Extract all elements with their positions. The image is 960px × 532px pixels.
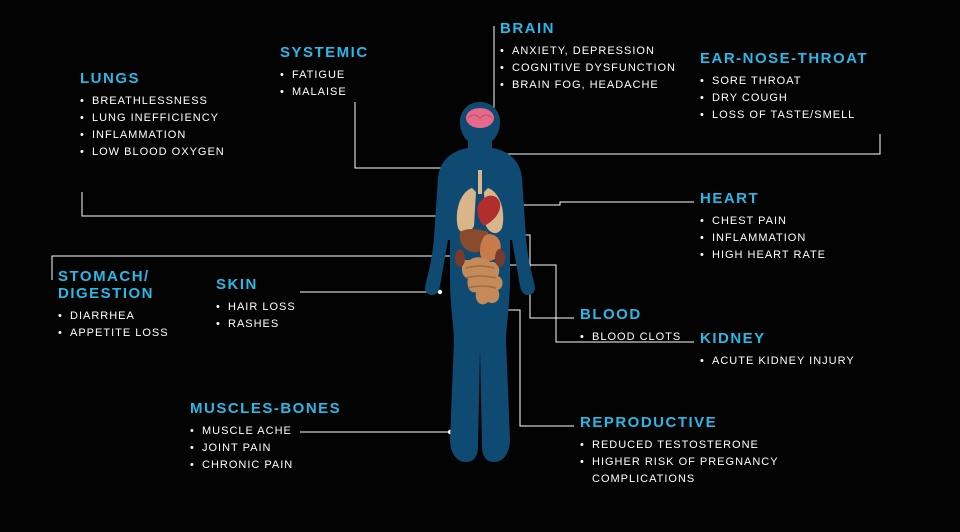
block-item: Reduced Testosterone <box>580 437 840 454</box>
block-item: Appetite Loss <box>58 325 178 342</box>
block-title: HEART <box>700 190 880 207</box>
block-item: Brain Fog, Headache <box>500 77 710 94</box>
block-item: High Heart Rate <box>700 247 880 264</box>
block-title: SKIN <box>216 276 336 293</box>
block-systemic: SYSTEMIC FatigueMalaise <box>280 44 430 101</box>
block-item: Chronic Pain <box>190 457 380 474</box>
infographic-stage: LUNGSBreathlessnessLung InefficiencyInfl… <box>0 0 960 532</box>
block-title: KIDNEY <box>700 330 880 347</box>
human-figure <box>400 100 560 470</box>
block-title: EAR-NOSE-THROAT <box>700 50 910 67</box>
block-heart: HEART Chest PainInflammationHigh Heart Ra… <box>700 190 880 264</box>
block-item: Dry Cough <box>700 90 910 107</box>
block-item: Joint Pain <box>190 440 380 457</box>
block-item: Breathlessness <box>80 93 250 110</box>
block-items: Sore ThroatDry CoughLoss of Taste/Smell <box>700 73 910 124</box>
block-muscles: MUSCLES-BONES Muscle AcheJoint PainChroni… <box>190 400 380 474</box>
block-title: MUSCLES-BONES <box>190 400 380 417</box>
block-item: Muscle Ache <box>190 423 380 440</box>
block-items: Muscle AcheJoint PainChronic Pain <box>190 423 380 474</box>
block-items: Chest PainInflammationHigh Heart Rate <box>700 213 880 264</box>
block-title: SYSTEMIC <box>280 44 430 61</box>
block-title: REPRODUCTIVE <box>580 414 840 431</box>
block-items: Reduced TestosteroneHigher Risk Of Pregn… <box>580 437 840 488</box>
block-ent: EAR-NOSE-THROAT Sore ThroatDry CoughLoss … <box>700 50 910 124</box>
block-items: DiarrheaAppetite Loss <box>58 308 178 342</box>
block-item: Lung Inefficiency <box>80 110 250 127</box>
block-lungs: LUNGS BreathlessnessLung InefficiencyInfl… <box>80 70 250 161</box>
block-title: BRAIN <box>500 20 710 37</box>
block-items: BreathlessnessLung InefficiencyInflammat… <box>80 93 250 161</box>
block-reproductive: REPRODUCTIVE Reduced TestosteroneHigher R… <box>580 414 840 488</box>
block-skin: SKIN Hair LossRashes <box>216 276 336 333</box>
block-kidney: KIDNEY Acute Kidney Injury <box>700 330 880 370</box>
block-item: Blood Clots <box>580 329 710 346</box>
block-item: Cognitive Dysfunction <box>500 60 710 77</box>
block-stomach: STOMACH/ DIGESTION DiarrheaAppetite Loss <box>58 268 178 342</box>
block-item: Chest Pain <box>700 213 880 230</box>
block-title: LUNGS <box>80 70 250 87</box>
block-item: Hair Loss <box>216 299 336 316</box>
block-item: Low Blood Oxygen <box>80 144 250 161</box>
block-item: Fatigue <box>280 67 430 84</box>
block-item: Sore Throat <box>700 73 910 90</box>
block-items: Blood Clots <box>580 329 710 346</box>
block-items: Hair LossRashes <box>216 299 336 333</box>
block-item: Anxiety, Depression <box>500 43 710 60</box>
block-brain: BRAIN Anxiety, DepressionCognitive Dysfun… <box>500 20 710 94</box>
block-item: Acute Kidney Injury <box>700 353 880 370</box>
block-item: Rashes <box>216 316 336 333</box>
block-item: Inflammation <box>700 230 880 247</box>
block-items: Anxiety, DepressionCognitive Dysfunction… <box>500 43 710 94</box>
block-item: Higher Risk Of Pregnancy Complications <box>580 454 840 488</box>
block-title: STOMACH/ DIGESTION <box>58 268 178 302</box>
block-item: Malaise <box>280 84 430 101</box>
block-item: Loss of Taste/Smell <box>700 107 910 124</box>
block-items: FatigueMalaise <box>280 67 430 101</box>
block-item: Inflammation <box>80 127 250 144</box>
block-items: Acute Kidney Injury <box>700 353 880 370</box>
block-title: BLOOD <box>580 306 710 323</box>
block-item: Diarrhea <box>58 308 178 325</box>
block-blood: BLOOD Blood Clots <box>580 306 710 346</box>
